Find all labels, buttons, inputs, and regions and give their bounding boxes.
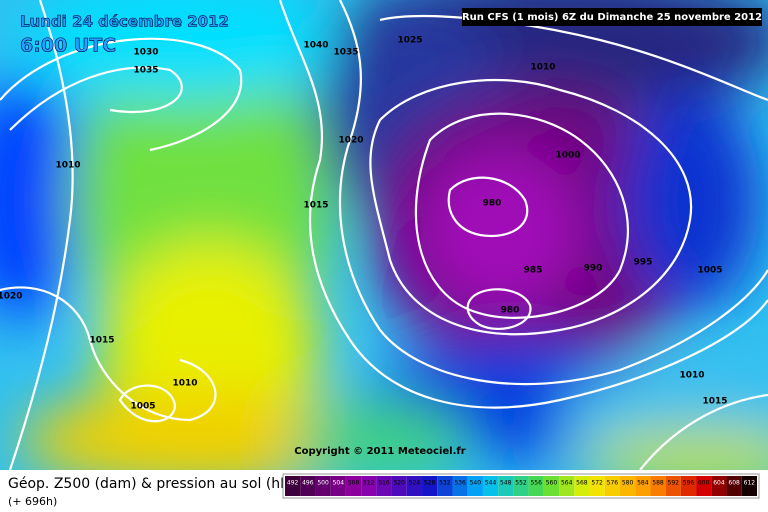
scale-cell [543,476,560,496]
scale-label: 592 [668,480,680,487]
scale-label: 568 [576,480,588,487]
isobar-label: 1020 [338,136,363,146]
isobar-label: 1015 [303,201,328,211]
scale-label: 600 [698,480,710,487]
scale-label: 564 [561,480,573,487]
scale-cell [604,476,620,496]
scale-label: 576 [607,480,619,487]
scale-label: 588 [652,480,664,487]
legend-title: Géop. Z500 (dam) & pression au sol (hPa) [8,476,302,492]
run-box [462,8,762,26]
scale-label: 584 [637,480,649,487]
isobar-label: 980 [501,306,520,316]
isobar-label: 1010 [679,371,704,381]
scale-cell [559,476,575,496]
scale-label: 516 [378,480,390,487]
scale-label: 524 [409,480,421,487]
scale-label: 508 [348,480,360,487]
isobar-label: 1000 [555,151,580,161]
run: Run CFS (1 mois) 6Z du Dimanche 25 novem… [462,12,762,23]
time: 6:00 UTC [20,35,116,57]
isobar-label: 1025 [397,36,422,46]
scale-label: 556 [530,480,542,487]
scale-cell [528,476,544,496]
scale-label: 540 [470,480,482,487]
scale-label: 512 [363,480,375,487]
isobar-label: 1010 [530,63,555,73]
scale-label: 544 [485,480,497,487]
isobar-label: 1010 [172,379,197,389]
isobar-label: 1020 [0,292,23,302]
scale-label: 504 [333,480,345,487]
scale-cell [741,476,757,496]
scale-cell [422,476,438,496]
scale-cell [635,476,651,496]
scale-cell [574,476,590,496]
date: Lundi 24 décembre 2012 [20,13,229,31]
scale-cell [711,476,727,496]
scale-label: 560 [546,480,558,487]
scale-cell [300,476,316,496]
scale-label: 596 [683,480,695,487]
isobar-label: 1010 [55,161,80,171]
isobar-label: 1005 [130,402,155,412]
scale-label: 536 [454,480,466,487]
isobar-label: 995 [634,258,653,268]
scale-label: 500 [317,480,329,487]
isobar-label: 1030 [133,48,158,58]
color-scale: 492 496 500 504 508 512 516 520 524 528 532 536 540 5… [282,473,760,499]
isobar-label: 1015 [89,336,114,346]
isobar-label: 1005 [697,266,722,276]
scale-cell [726,476,742,496]
scale-cell [665,476,681,496]
scale-cell [315,476,331,496]
scale-cell [696,476,712,496]
scale-label: 496 [302,480,314,487]
field: 1030 1035 1040 1035 1025 1010 1020 1010 1000 1015… [0,0,768,470]
isobar-label: 1040 [303,41,328,51]
scale-label: 608 [728,480,740,487]
isobar-label: 990 [584,264,603,274]
scale-label: 520 [393,480,405,487]
scale-label: 572 [591,480,603,487]
scale-cell [619,476,636,496]
isobar-label: 1035 [133,66,158,76]
scale-cell [650,476,666,496]
scale-cell [680,476,697,496]
scale-label: 528 [424,480,436,487]
scale-label: 548 [500,480,512,487]
scale-label: 492 [287,480,299,487]
scale-cell [467,476,483,496]
scale-cell [330,476,346,496]
isobars [0,0,768,470]
isobar-labels: 1030 1035 1040 1035 1025 1010 1020 1010 1000 1015… [0,36,728,412]
scale-label: 532 [439,480,451,487]
scale-cell [391,476,407,496]
scale-label: 580 [622,480,634,487]
scale-label: 604 [713,480,725,487]
isobar-label: 985 [524,266,543,276]
scale-cell [437,476,453,496]
scale-cell [345,476,362,496]
lead-time: (+ 696h) [8,495,57,508]
scale-cell [361,476,377,496]
scale-label: 552 [515,480,527,487]
scale-cell [513,476,529,496]
scale-cell [406,476,423,496]
isobar-label: 980 [483,199,502,209]
scale-cell [498,476,514,496]
scale-cell [285,476,301,496]
scale-label: 612 [744,480,756,487]
scale-cell [452,476,468,496]
isobar-label: 1035 [333,48,358,58]
scale-cell [482,476,499,496]
copyright: Copyright © 2011 Meteociel.fr [294,446,465,457]
scale-cell [376,476,392,496]
isobar-label: 1015 [702,397,727,407]
scale-cell [589,476,605,496]
